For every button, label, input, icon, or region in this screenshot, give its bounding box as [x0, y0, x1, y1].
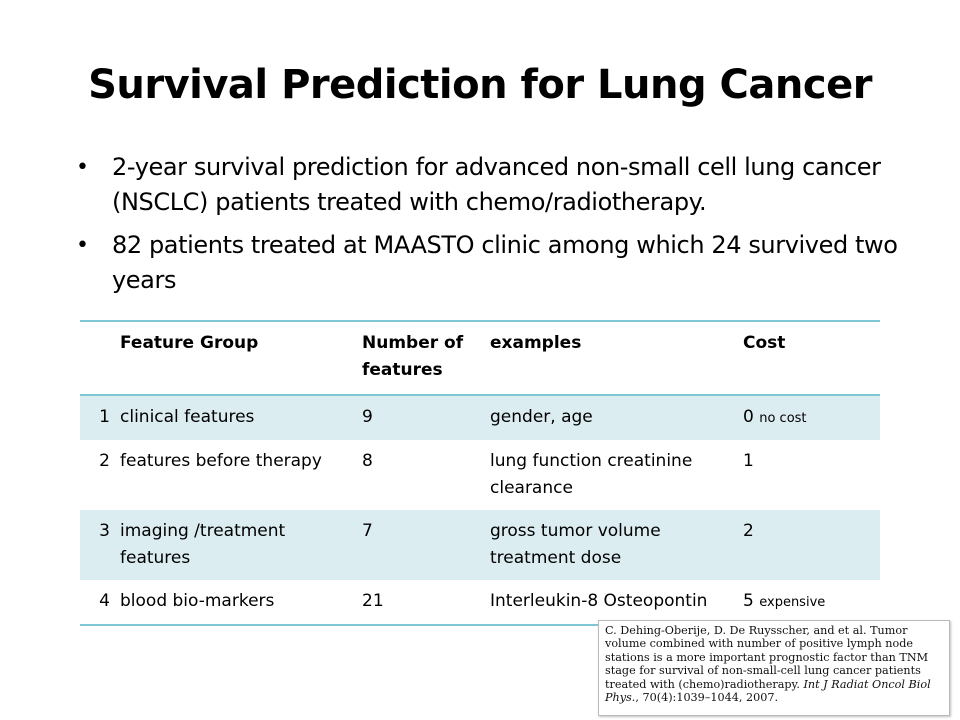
bullet-list: • 2-year survival prediction for advanced… [72, 150, 912, 306]
header-index [80, 321, 116, 395]
row-feature-group: blood bio-markers [120, 591, 275, 611]
row-index: 1 [80, 395, 116, 440]
row-feature-group: features before therapy [120, 451, 322, 471]
slide-title: Survival Prediction for Lung Cancer [88, 62, 872, 108]
cost-note: expensive [759, 595, 826, 610]
citation-journal: Int J Radiat Oncol Biol Phys. [605, 677, 931, 705]
row-feature-group: imaging /treatment features [116, 510, 358, 580]
bullet-item: • 82 patients treated at MAASTO clinic am… [72, 228, 912, 298]
row-count: 8 [362, 451, 373, 471]
table-row: 2 features before therapy 8 lung functio… [80, 440, 880, 510]
cost-value: 5 [743, 591, 754, 611]
row-count: 21 [362, 591, 384, 611]
cost-value: 0 [743, 407, 754, 427]
row-feature-group: clinical features [116, 395, 358, 440]
table-row: 4 blood bio-markers 21 Interleukin-8 Ost… [80, 580, 880, 625]
row-cost: 1 [739, 440, 880, 510]
row-cost: 2 [739, 510, 880, 580]
citation-box: C. Dehing-Oberije, D. De Ruysscher, and … [598, 620, 950, 716]
bullet-item: • 2-year survival prediction for advanced… [72, 150, 912, 220]
feature-table: Feature Group Number of features example… [80, 320, 880, 626]
row-examples: gender, age [486, 395, 739, 440]
table-header-row: Feature Group Number of features example… [80, 321, 880, 395]
row-cost: 0 no cost [739, 395, 880, 440]
bullet-dot-icon: • [76, 233, 89, 258]
row-examples: Interleukin-8 Osteopontin [490, 591, 708, 611]
bullet-text: 82 patients treated at MAASTO clinic amo… [112, 231, 898, 294]
row-count: 7 [358, 510, 486, 580]
bullet-dot-icon: • [76, 155, 89, 180]
citation-details: , 70(4):1039–1044, 2007. [635, 691, 778, 705]
citation-text: C. Dehing-Oberije, D. De Ruysscher, and … [605, 624, 929, 691]
cost-value: 1 [743, 451, 754, 471]
row-index: 3 [80, 510, 116, 580]
row-index: 4 [99, 591, 110, 611]
table-row: 3 imaging /treatment features 7 gross tu… [80, 510, 880, 580]
row-count: 9 [358, 395, 486, 440]
cost-value: 2 [743, 521, 754, 541]
cost-note: no cost [759, 411, 807, 426]
header-number-of-features: Number of features [362, 333, 464, 380]
row-index: 2 [99, 451, 110, 471]
row-examples: lung function creatinine clearance [490, 451, 693, 498]
row-cost: 5 expensive [739, 580, 880, 625]
header-feature-group: Feature Group [120, 333, 259, 353]
row-examples: gross tumor volume treatment dose [486, 510, 739, 580]
header-cost: Cost [743, 333, 786, 353]
header-examples: examples [490, 333, 582, 353]
bullet-text: 2-year survival prediction for advanced … [112, 153, 881, 216]
table-row: 1 clinical features 9 gender, age 0 no c… [80, 395, 880, 440]
